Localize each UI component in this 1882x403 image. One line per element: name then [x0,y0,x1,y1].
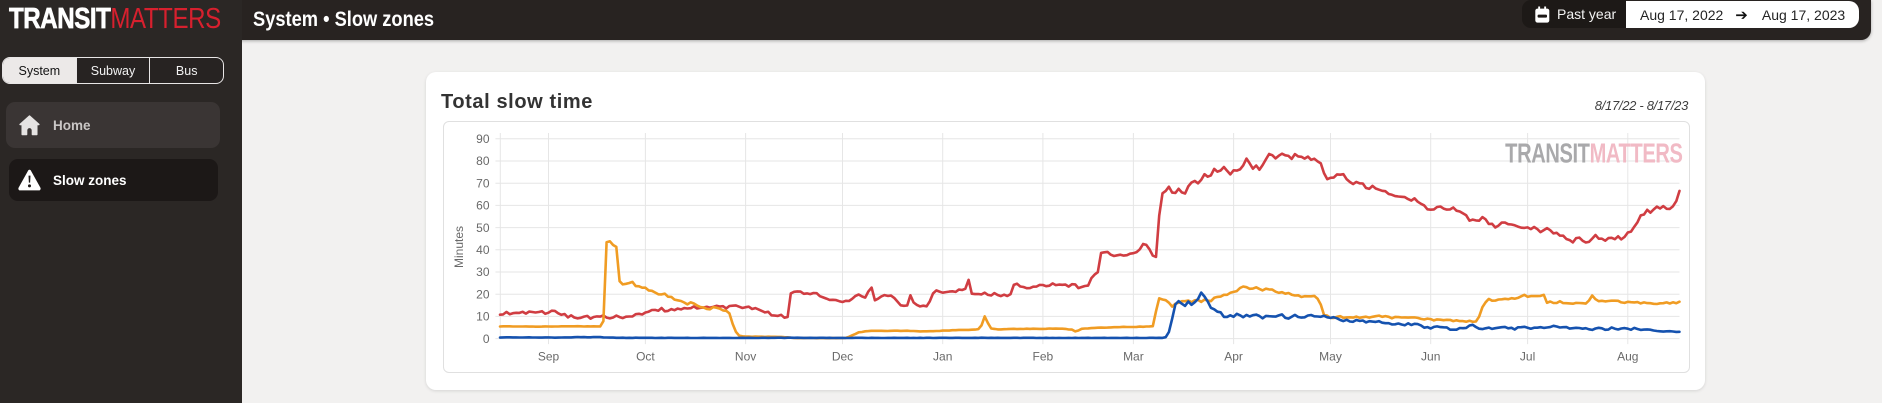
svg-text:Oct: Oct [636,350,655,364]
svg-text:Jan: Jan [933,350,952,364]
svg-text:Jun: Jun [1421,350,1440,364]
svg-text:Nov: Nov [735,350,756,364]
svg-text:Mar: Mar [1123,350,1144,364]
svg-text:70: 70 [476,176,490,190]
svg-text:0: 0 [483,332,490,346]
svg-text:Sep: Sep [538,350,560,364]
svg-text:10: 10 [476,310,490,324]
svg-text:Jul: Jul [1520,350,1535,364]
svg-text:50: 50 [476,221,490,235]
svg-text:TRANSITMATTERS: TRANSITMATTERS [1505,139,1683,170]
svg-text:90: 90 [476,132,490,146]
svg-text:Minutes: Minutes [452,226,466,268]
svg-text:May: May [1319,350,1342,364]
svg-text:80: 80 [476,154,490,168]
svg-text:60: 60 [476,199,490,213]
svg-text:30: 30 [476,265,490,279]
svg-text:Apr: Apr [1224,350,1243,364]
svg-text:Dec: Dec [832,350,853,364]
svg-text:Aug: Aug [1617,350,1638,364]
svg-text:Feb: Feb [1033,350,1054,364]
svg-text:40: 40 [476,243,490,257]
svg-text:20: 20 [476,287,490,301]
